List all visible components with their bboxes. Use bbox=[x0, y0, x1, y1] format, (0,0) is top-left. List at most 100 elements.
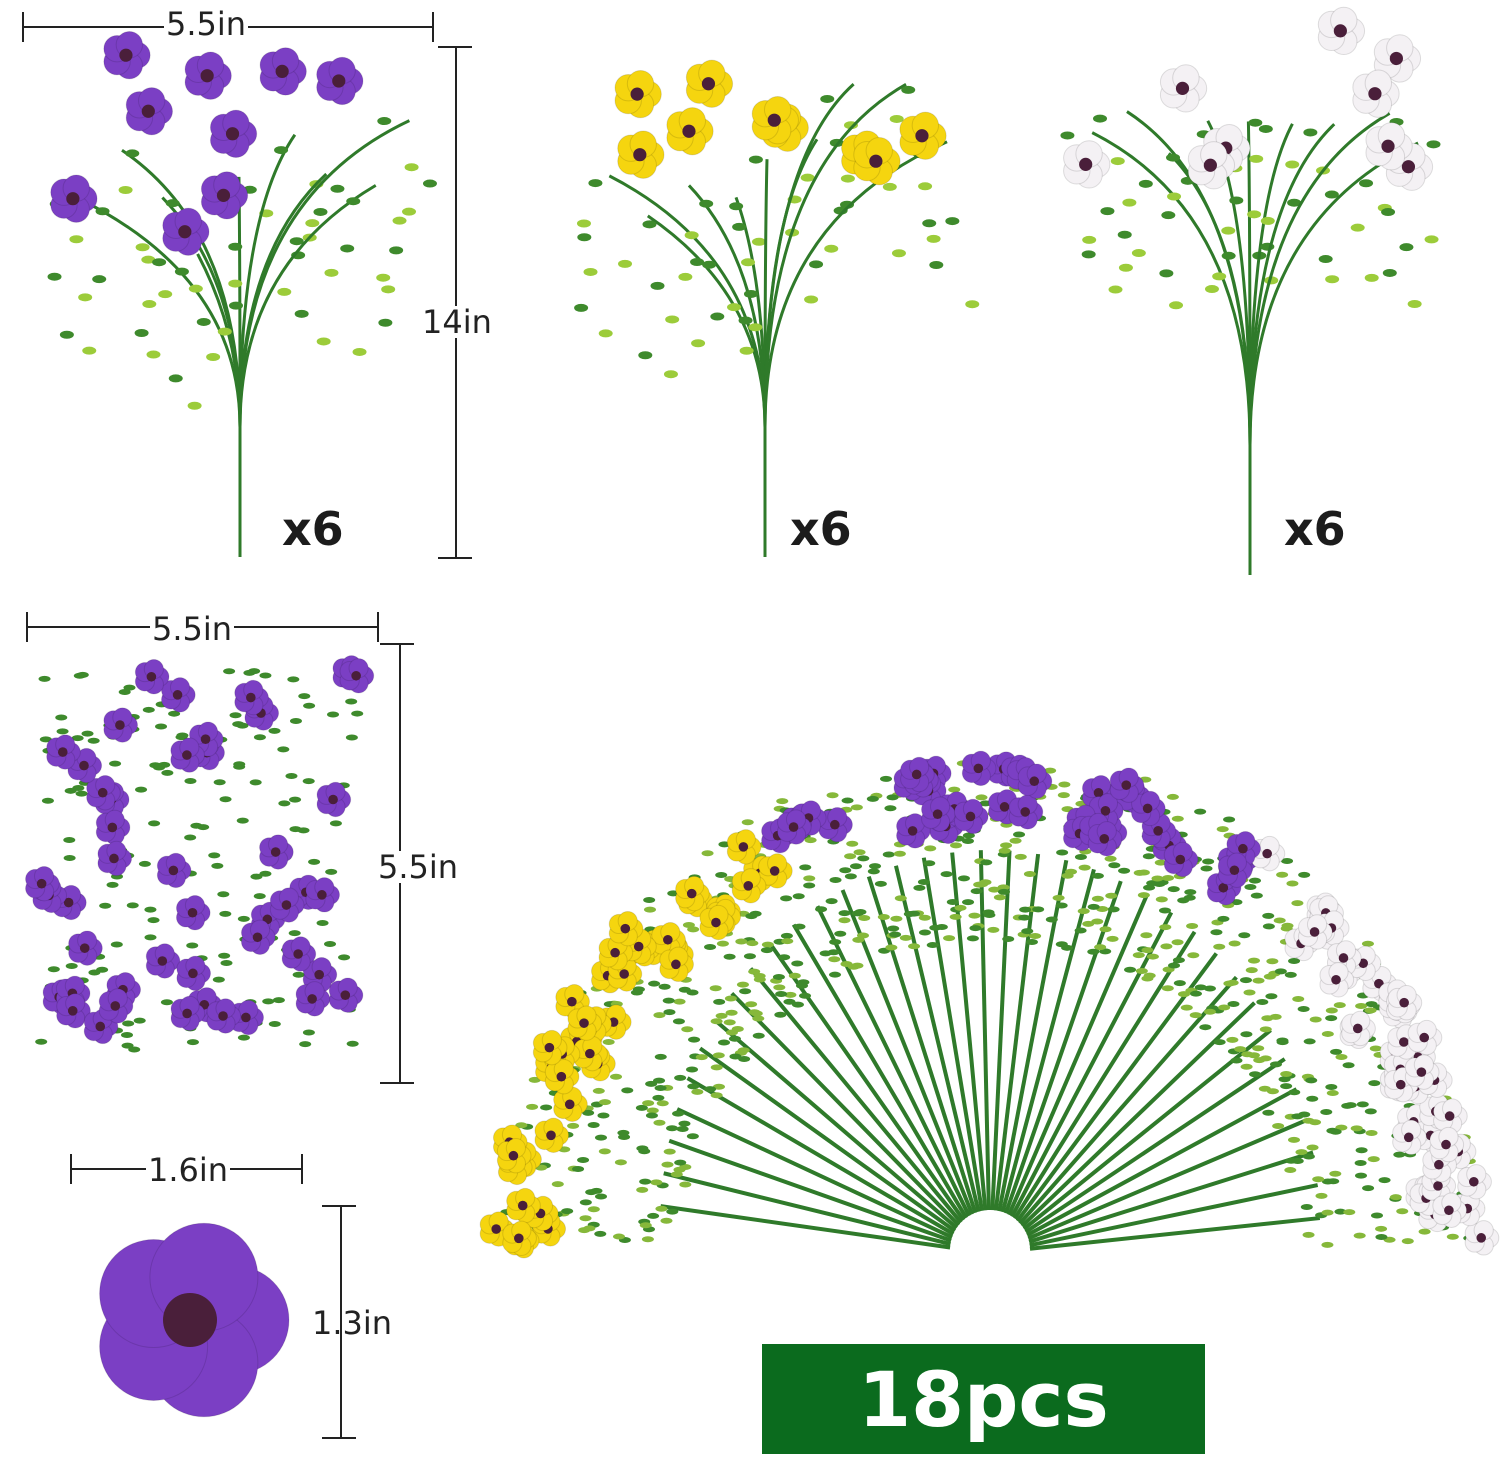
flower-center bbox=[187, 907, 198, 918]
stem bbox=[1015, 952, 1218, 1223]
leaf bbox=[1159, 269, 1174, 278]
dimension-tick bbox=[432, 12, 434, 42]
leaf bbox=[943, 935, 956, 942]
flower-center bbox=[1419, 1032, 1430, 1043]
leaf bbox=[1186, 922, 1199, 929]
leaf bbox=[929, 261, 944, 270]
leaf bbox=[381, 285, 396, 294]
leaf bbox=[618, 1134, 631, 1141]
leaf bbox=[866, 795, 879, 802]
leaf bbox=[1355, 1172, 1368, 1179]
stem bbox=[1029, 1183, 1319, 1248]
leaf bbox=[889, 931, 902, 938]
leaf bbox=[701, 850, 714, 857]
leaf bbox=[674, 1159, 687, 1166]
flower-center bbox=[314, 969, 324, 980]
leaf bbox=[743, 953, 756, 960]
stem bbox=[1000, 868, 1096, 1213]
leaf bbox=[1369, 1045, 1382, 1052]
leaf bbox=[526, 1103, 539, 1110]
leaf bbox=[64, 787, 77, 794]
stem bbox=[663, 1171, 951, 1246]
leaf bbox=[654, 1053, 667, 1060]
leaf bbox=[950, 842, 963, 849]
leaf bbox=[1081, 250, 1096, 259]
leaf bbox=[572, 1165, 585, 1172]
leaf bbox=[965, 300, 980, 309]
flower-center bbox=[585, 1048, 595, 1059]
flower-center bbox=[157, 956, 168, 966]
leaf bbox=[1110, 157, 1125, 166]
flower-center bbox=[188, 968, 198, 979]
leaf bbox=[1227, 1001, 1240, 1008]
flower-center bbox=[293, 949, 303, 959]
leaf bbox=[647, 1212, 660, 1219]
stem bbox=[686, 1076, 955, 1236]
leaf bbox=[997, 884, 1010, 891]
flower-center bbox=[1333, 24, 1347, 38]
leaf bbox=[598, 1148, 611, 1155]
leaf bbox=[1291, 1157, 1304, 1164]
leaf bbox=[844, 853, 857, 860]
leaf bbox=[917, 879, 930, 886]
flower-center bbox=[1368, 87, 1382, 101]
leaf bbox=[528, 1076, 541, 1083]
flower-center bbox=[567, 996, 577, 1007]
leaf bbox=[887, 925, 900, 932]
flower-center bbox=[682, 124, 696, 138]
leaf bbox=[1306, 1144, 1319, 1151]
leaf bbox=[1056, 849, 1069, 856]
leaf bbox=[1344, 1102, 1357, 1109]
leaf bbox=[1276, 1037, 1289, 1044]
leaf bbox=[1281, 922, 1294, 929]
leaf bbox=[1250, 892, 1263, 899]
leaf bbox=[653, 1012, 666, 1019]
leaf bbox=[330, 184, 345, 193]
stem bbox=[1027, 1118, 1307, 1241]
stem bbox=[1018, 975, 1238, 1225]
leaf bbox=[63, 837, 76, 844]
leaf bbox=[1393, 1151, 1406, 1158]
flower-center bbox=[1020, 807, 1031, 817]
leaf bbox=[639, 1178, 652, 1185]
flower-center bbox=[107, 822, 118, 833]
leaf bbox=[727, 303, 742, 312]
leaf bbox=[81, 730, 94, 737]
leaf bbox=[121, 1042, 134, 1049]
leaf bbox=[168, 710, 181, 717]
leaf bbox=[133, 1017, 146, 1024]
leaf bbox=[715, 872, 728, 879]
leaf bbox=[732, 222, 747, 231]
leaf bbox=[1375, 1225, 1388, 1232]
leaf bbox=[1248, 118, 1263, 127]
leaf bbox=[1305, 1077, 1318, 1084]
leaf bbox=[840, 174, 855, 183]
leaf bbox=[1333, 1002, 1346, 1009]
leaf bbox=[1329, 1170, 1342, 1177]
leaf bbox=[686, 989, 699, 996]
flower-center bbox=[1079, 157, 1093, 171]
leaf bbox=[982, 909, 995, 916]
leaf bbox=[56, 728, 69, 735]
leaf bbox=[578, 1227, 591, 1234]
leaf bbox=[1321, 1241, 1334, 1248]
leaf bbox=[1099, 926, 1112, 933]
flower-center bbox=[225, 127, 240, 141]
leaf bbox=[1052, 894, 1065, 901]
leaf bbox=[602, 1039, 615, 1046]
leaf bbox=[1262, 912, 1275, 919]
leaf bbox=[147, 917, 160, 924]
leaf bbox=[1002, 935, 1015, 942]
leaf bbox=[635, 1104, 648, 1111]
leaf bbox=[579, 1199, 592, 1206]
leaf bbox=[945, 217, 960, 226]
leaf bbox=[1272, 1123, 1285, 1130]
leaf bbox=[1104, 855, 1117, 862]
leaf bbox=[1364, 1108, 1377, 1115]
leaf bbox=[612, 1233, 625, 1240]
leaf bbox=[1342, 1062, 1355, 1069]
leaf bbox=[211, 862, 224, 869]
leaf bbox=[47, 272, 62, 281]
leaf bbox=[1291, 900, 1304, 907]
leaf bbox=[223, 668, 236, 675]
